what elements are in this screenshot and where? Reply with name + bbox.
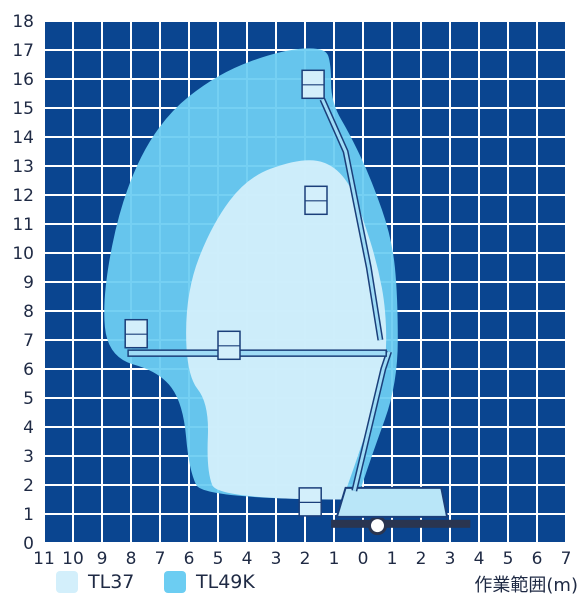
x-tick-label: 1 xyxy=(329,549,340,569)
legend-item-tl49k: TL49K xyxy=(164,570,255,594)
y-tick-label: 9 xyxy=(23,273,34,293)
y-tick-label: 1 xyxy=(23,505,34,525)
legend-swatch-tl37 xyxy=(56,571,78,593)
y-tick-label: 3 xyxy=(23,447,34,467)
x-tick-label: 10 xyxy=(62,549,84,569)
y-tick-label: 8 xyxy=(23,302,34,322)
turntable xyxy=(335,486,449,518)
upper-boom xyxy=(321,98,382,341)
y-tick-label: 15 xyxy=(12,99,34,119)
x-tick-label: 11 xyxy=(33,549,55,569)
y-tick-label: 16 xyxy=(12,70,34,90)
x-tick-label: 5 xyxy=(213,549,224,569)
y-tick-label: 18 xyxy=(12,12,34,32)
x-tick-label: 7 xyxy=(155,549,166,569)
y-tick-label: 11 xyxy=(12,215,34,235)
horizontal-boom xyxy=(127,349,387,357)
y-tick-label: 2 xyxy=(23,476,34,496)
legend-label-tl49k: TL49K xyxy=(196,571,255,593)
x-tick-label: 0 xyxy=(358,549,369,569)
y-tick-label: 13 xyxy=(12,157,34,177)
x-tick-label: 4 xyxy=(242,549,253,569)
legend-label-tl37: TL37 xyxy=(88,571,135,593)
y-tick-label: 10 xyxy=(12,244,34,264)
area-tl37 xyxy=(186,160,387,500)
legend-swatch-tl49k xyxy=(164,571,186,593)
chassis xyxy=(331,519,471,528)
x-tick-label: 3 xyxy=(445,549,456,569)
y-tick-label: 6 xyxy=(23,360,34,380)
y-tick-label: 0 xyxy=(23,534,34,554)
y-tick-label: 12 xyxy=(12,186,34,206)
y-tick-label: 14 xyxy=(12,128,34,148)
y-tick-label: 5 xyxy=(23,389,34,409)
x-tick-label: 9 xyxy=(97,549,108,569)
x-tick-label: 2 xyxy=(300,549,311,569)
wheel xyxy=(368,516,387,536)
x-tick-label: 6 xyxy=(532,549,543,569)
lift-illustration xyxy=(124,69,471,536)
x-tick-label: 1 xyxy=(387,549,398,569)
x-tick-labels: 11 10 9 8 7 6 5 4 3 2 1 0 1 2 3 4 5 6 7 xyxy=(33,549,571,569)
x-axis-unit-label: 作業範囲(m) xyxy=(474,575,578,596)
x-tick-label: 4 xyxy=(474,549,485,569)
x-tick-label: 3 xyxy=(271,549,282,569)
y-tick-label: 17 xyxy=(12,41,34,61)
x-tick-label: 7 xyxy=(561,549,572,569)
x-tick-label: 2 xyxy=(416,549,427,569)
y-tick-label: 4 xyxy=(23,418,34,438)
lower-boom xyxy=(352,351,391,492)
legend-item-tl37: TL37 xyxy=(56,570,134,594)
x-tick-label: 6 xyxy=(184,549,195,569)
range-areas xyxy=(104,48,398,500)
x-tick-label: 5 xyxy=(503,549,514,569)
y-tick-label: 7 xyxy=(23,331,34,351)
x-tick-label: 8 xyxy=(126,549,137,569)
